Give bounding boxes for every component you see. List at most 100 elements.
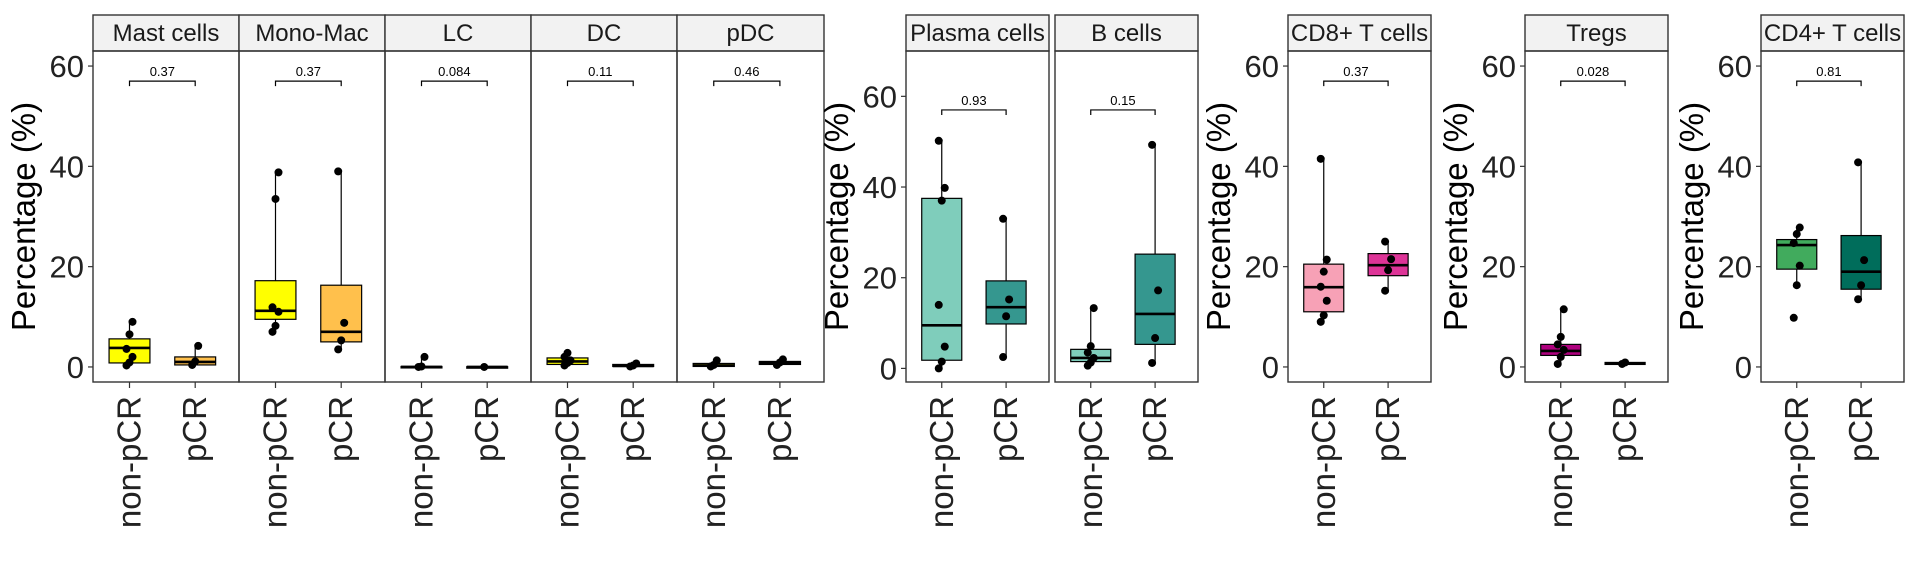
box-pCR	[758, 355, 802, 369]
facet-title: CD8+ T cells	[1291, 20, 1428, 47]
facet-panel: DC 0.11 non-pCR pCR	[530, 14, 678, 528]
box-non-pCR	[1303, 154, 1345, 326]
data-point	[1005, 295, 1014, 304]
facet-strip	[1760, 14, 1905, 52]
data-point	[1553, 340, 1562, 349]
panel-border	[905, 50, 1050, 383]
data-point	[1387, 255, 1396, 264]
x-tick-label: pCR	[1606, 396, 1643, 462]
data-point	[1002, 312, 1011, 321]
y-tick-label: 0	[880, 351, 897, 386]
data-point	[268, 327, 277, 336]
box-non-pCR	[254, 168, 297, 336]
data-point	[937, 196, 946, 205]
y-tick-label: 20	[1718, 250, 1752, 285]
facet-panel: LC 0.084 non-pCR pCR	[384, 14, 532, 528]
data-point	[417, 362, 426, 371]
data-point	[125, 330, 134, 339]
data-point	[940, 183, 949, 192]
facet-group: Percentage (%) 0 20 40 60 CD4+ T cells 0.81 non…	[1673, 14, 1905, 528]
p-value-label: 0.46	[734, 64, 759, 79]
data-point	[1148, 140, 1157, 149]
data-point	[122, 344, 131, 353]
x-tick-label: pCR	[987, 396, 1024, 462]
panel-border	[1287, 50, 1432, 383]
data-point	[1316, 154, 1325, 163]
box-iqr	[320, 284, 363, 343]
data-point	[712, 356, 721, 365]
panel-border	[676, 50, 825, 383]
p-value-label: 0.11	[588, 64, 612, 79]
y-axis-label: Percentage (%)	[1200, 102, 1237, 331]
y-axis-label: Percentage (%)	[1437, 102, 1474, 331]
data-point	[128, 352, 137, 361]
facet-title: Tregs	[1566, 20, 1626, 47]
x-tick-label: pCR	[614, 396, 651, 462]
x-tick-label: pCR	[1136, 396, 1173, 462]
facet-title: Mast cells	[113, 20, 220, 47]
y-axis-label: Percentage (%)	[818, 102, 855, 331]
facet-panel: CD4+ T cells 0.81 non-pCR pCR	[1760, 14, 1905, 528]
data-point	[191, 357, 200, 366]
facet-panel: pDC 0.46 non-pCR pCR	[676, 14, 825, 528]
x-tick-label: non-pCR	[1778, 396, 1815, 528]
x-tick-label: pCR	[322, 396, 359, 462]
y-tick-label: 20	[1482, 250, 1516, 285]
data-point	[999, 214, 1008, 223]
box-non-pCR	[400, 352, 443, 371]
x-tick-label: non-pCR	[1542, 396, 1579, 528]
box-non-pCR	[108, 317, 151, 370]
data-point	[271, 194, 280, 203]
y-tick-label: 0	[1499, 350, 1516, 385]
data-point	[1319, 311, 1328, 320]
box-iqr	[1134, 253, 1176, 345]
data-point	[1322, 296, 1331, 305]
data-point	[1556, 332, 1565, 341]
x-tick-label: pCR	[761, 396, 798, 462]
significance-bracket	[713, 80, 781, 87]
data-point	[1381, 237, 1390, 246]
facet-title: Mono-Mac	[255, 20, 368, 47]
x-tick-label: non-pCR	[695, 396, 732, 528]
facet-strip	[238, 14, 386, 52]
facet-group: Percentage (%) 0 20 40 60 Plasma cells 0.93 non…	[818, 14, 1199, 528]
x-tick-label: pCR	[468, 396, 505, 462]
facet-group: Percentage (%) 0 20 40 60 CD8+ T cells 0.37 non…	[1200, 14, 1432, 528]
box-pCR	[985, 214, 1027, 362]
facet-panel: Mast cells 0.37 non-pCR pCR	[92, 14, 240, 528]
facet-strip	[92, 14, 240, 52]
data-point	[1795, 223, 1804, 232]
box-non-pCR	[1776, 223, 1818, 322]
box-pCR	[174, 341, 217, 369]
p-value-label: 0.37	[1343, 64, 1368, 79]
y-tick-label: 20	[863, 261, 897, 296]
y-tick-label: 60	[50, 49, 84, 84]
data-point	[128, 317, 137, 326]
y-axis-label: Percentage (%)	[5, 102, 42, 331]
data-point	[778, 355, 787, 364]
y-tick-label: 20	[50, 250, 84, 285]
data-point	[1322, 255, 1331, 264]
facet-panel: B cells 0.15 non-pCR pCR	[1054, 14, 1199, 528]
panel-border	[1760, 50, 1905, 383]
panel-border	[1524, 50, 1669, 383]
panel-border	[384, 50, 532, 383]
facet-strip	[1524, 14, 1669, 52]
data-point	[1553, 359, 1562, 368]
box-iqr	[1840, 234, 1882, 290]
data-point	[340, 318, 349, 327]
box-pCR	[1604, 358, 1646, 368]
data-point	[1795, 261, 1804, 270]
data-point	[420, 352, 429, 361]
panel-border	[1054, 50, 1199, 383]
y-tick-label: 0	[1735, 350, 1752, 385]
data-point	[934, 364, 943, 373]
data-point	[934, 136, 943, 145]
significance-bracket	[274, 80, 342, 87]
data-point	[1621, 358, 1630, 367]
x-tick-label: non-pCR	[403, 396, 440, 528]
facet-strip	[1287, 14, 1432, 52]
facet-title: DC	[587, 20, 622, 47]
facet-group: Percentage (%) 0 20 40 60 Mast cells 0.37 non-p…	[5, 14, 825, 528]
